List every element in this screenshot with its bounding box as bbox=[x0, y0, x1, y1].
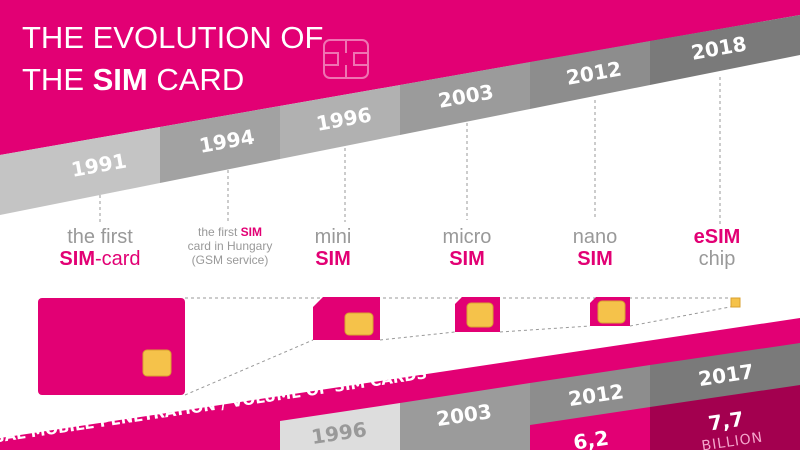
milestone-label: SIM bbox=[577, 248, 613, 270]
footer-value-cell bbox=[650, 385, 800, 450]
milestone-label: eSIM bbox=[694, 226, 741, 248]
milestone-label: micro bbox=[443, 226, 492, 248]
milestone-label: the first SIM bbox=[198, 225, 262, 239]
milestone-label: card in Hungary bbox=[188, 239, 273, 253]
label-part: SIM bbox=[449, 248, 485, 270]
milestone-label: SIM-card bbox=[59, 248, 140, 270]
label-part: mini bbox=[315, 226, 352, 248]
milestone-label: SIM bbox=[315, 248, 351, 270]
card-full bbox=[38, 298, 185, 395]
label-part: SIM bbox=[241, 225, 262, 239]
header-bg bbox=[0, 0, 800, 155]
footer-value: 7,7 bbox=[707, 407, 746, 436]
label-part: (GSM service) bbox=[192, 253, 269, 267]
milestone-label: chip bbox=[699, 248, 736, 270]
label-part: SIM bbox=[315, 248, 351, 270]
footer-value-cell bbox=[530, 407, 650, 450]
label-part: -card bbox=[95, 248, 141, 270]
label-part: the first bbox=[198, 225, 241, 239]
milestone-label: mini bbox=[315, 226, 352, 248]
milestone-label: SIM bbox=[449, 248, 485, 270]
chip-esim bbox=[730, 297, 741, 308]
chip bbox=[344, 312, 374, 336]
label-part: chip bbox=[699, 248, 736, 270]
sim-cards bbox=[38, 297, 741, 395]
band-cell bbox=[650, 15, 800, 85]
title-chip-icon bbox=[323, 39, 369, 79]
label-part: micro bbox=[443, 226, 492, 248]
title-line: THE SIM CARD bbox=[22, 62, 244, 97]
label-part: the first bbox=[67, 226, 133, 248]
milestone-label: nano bbox=[573, 226, 618, 248]
title-part: CARD bbox=[148, 62, 244, 97]
footer-cell bbox=[400, 383, 530, 450]
band-cell bbox=[160, 106, 280, 183]
footer-cell bbox=[280, 403, 400, 450]
title-line: THE EVOLUTION OF bbox=[22, 20, 323, 55]
chip bbox=[466, 302, 494, 328]
title-part: SIM bbox=[93, 62, 148, 97]
label-part: card in Hungary bbox=[188, 239, 273, 253]
band-cell bbox=[530, 41, 650, 109]
title-part: THE bbox=[22, 62, 93, 97]
label-part: SIM bbox=[59, 248, 95, 270]
label-part: eSIM bbox=[694, 226, 741, 248]
band-cell bbox=[0, 127, 160, 215]
milestone-label: (GSM service) bbox=[192, 253, 269, 267]
footer-value: 6,2 bbox=[572, 426, 611, 450]
connectors bbox=[99, 77, 736, 396]
milestone-label: the first bbox=[67, 226, 133, 248]
chip bbox=[142, 349, 172, 377]
label-part: nano bbox=[573, 226, 618, 248]
label-part: SIM bbox=[577, 248, 613, 270]
band-cell bbox=[400, 62, 530, 135]
timeline-band bbox=[0, 15, 800, 215]
band-cell bbox=[280, 85, 400, 159]
chip bbox=[597, 300, 626, 324]
